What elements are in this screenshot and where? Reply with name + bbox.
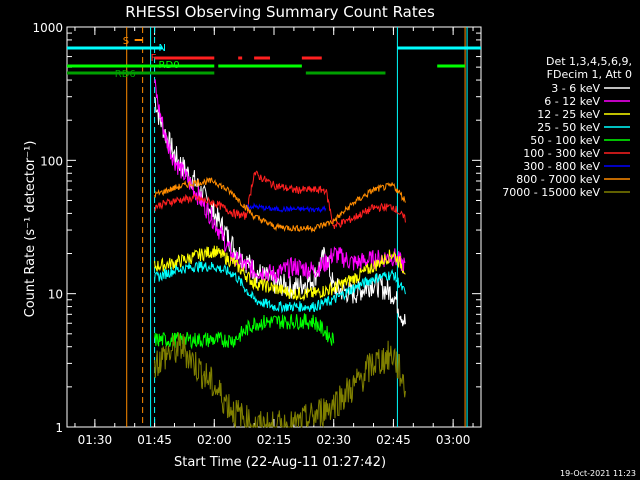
legend-entry-label: 50 - 100 keV — [530, 134, 600, 147]
legend: Det 1,3,4,5,6,9,FDecim 1, Att 03 - 6 keV… — [502, 55, 632, 199]
y-tick-label: 1000 — [32, 21, 63, 35]
x-tick-label: 01:30 — [78, 433, 113, 447]
x-axis-label: Start Time (22-Aug-11 01:27:42) — [174, 455, 386, 470]
x-tick-label: 02:15 — [257, 433, 292, 447]
axis-ticks: 01:30 01:45 02:00 02:15 02:30 02:45 03:00 1 10 10… — [32, 21, 481, 447]
series-line — [154, 79, 406, 284]
series-line — [154, 170, 406, 230]
flag-S-label: S — [123, 36, 129, 47]
flag-RD6-label: RD6 — [115, 69, 136, 80]
y-tick-label: 10 — [48, 288, 63, 302]
legend-entry-label: 25 - 50 keV — [537, 121, 600, 134]
chart-title: RHESSI Observing Summary Count Rates — [125, 3, 435, 21]
flag-RD0-label: RD0 — [159, 60, 180, 71]
legend-entry-label: 100 - 300 keV — [523, 147, 600, 160]
legend-entry-label: 3 - 6 keV — [551, 82, 600, 95]
flag-N-label: N — [159, 43, 166, 54]
x-tick-label: 02:30 — [316, 433, 351, 447]
flag-F-label: F — [151, 53, 157, 64]
x-tick-label: 03:00 — [436, 433, 471, 447]
legend-entry-label: 6 - 12 keV — [544, 95, 600, 108]
footer-timestamp: 19-Oct-2021 11:23 — [560, 469, 636, 478]
series-line — [154, 176, 406, 233]
x-tick-label: 02:00 — [197, 433, 232, 447]
series-line — [245, 202, 327, 214]
legend-entry-label: 12 - 25 keV — [537, 108, 600, 121]
legend-entry-label: 7000 - 15000 keV — [502, 186, 600, 199]
legend-header: FDecim 1, Att 0 — [547, 68, 632, 81]
x-tick-label: 01:45 — [137, 433, 172, 447]
series-line — [154, 332, 406, 428]
legend-header: Det 1,3,4,5,6,9, — [546, 55, 632, 68]
series-line — [154, 245, 406, 302]
series-line — [154, 261, 406, 314]
legend-entry-label: 300 - 800 keV — [523, 160, 600, 173]
x-tick-label: 02:45 — [376, 433, 411, 447]
y-axis-label: Count Rate (s⁻¹ detector⁻¹) — [23, 141, 38, 318]
series-group — [154, 79, 406, 428]
y-tick-label: 100 — [40, 154, 63, 168]
y-tick-label: 1 — [55, 421, 63, 435]
legend-entry-label: 800 - 7000 keV — [516, 173, 600, 186]
